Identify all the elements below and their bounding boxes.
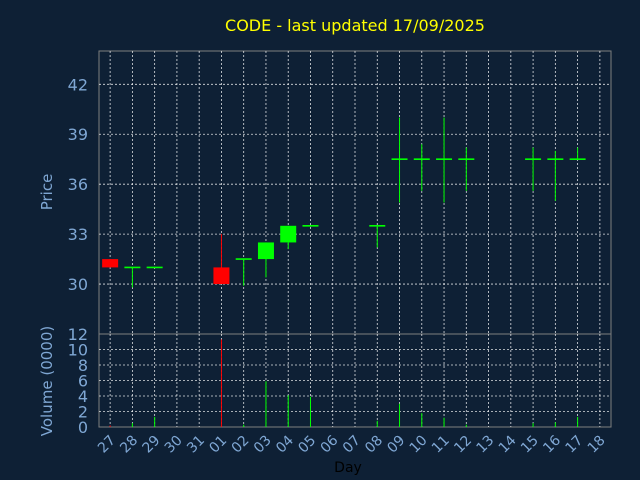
chart-title: CODE - last updated 17/09/2025 [225, 16, 485, 35]
x-tick-label: 09 [384, 433, 408, 457]
x-tick-label: 07 [340, 433, 364, 457]
price-y-tick-label: 33 [68, 225, 88, 244]
x-ticks: 2728293031010203040506070809101112131415… [95, 432, 609, 456]
volume-grid [99, 334, 611, 427]
price-y-tick-label: 30 [68, 275, 88, 294]
x-tick-label: 14 [496, 432, 520, 456]
x-tick-label: 02 [229, 433, 253, 457]
price-y-ticks: 30 33 36 39 42 [68, 75, 88, 294]
volume-bars [109, 339, 579, 427]
volume-y-tick-label: 4 [78, 387, 88, 406]
x-tick-label: 31 [184, 433, 208, 457]
x-tick-label: 15 [518, 433, 542, 457]
candle-body [257, 242, 274, 260]
price-y-tick-label: 39 [68, 125, 88, 144]
x-tick-label: 12 [451, 433, 475, 457]
x-tick-label: 16 [540, 432, 564, 456]
x-tick-label: 30 [162, 433, 186, 457]
x-tick-label: 01 [206, 433, 230, 457]
candle-body [102, 259, 119, 268]
x-tick-label: 03 [251, 433, 275, 457]
candle-body [213, 267, 230, 285]
candle-body [280, 225, 297, 243]
x-tick-label: 13 [473, 433, 497, 457]
candles [102, 117, 586, 288]
x-tick-label: 06 [318, 432, 342, 456]
volume-axis-label: Volume (0000) [38, 326, 56, 436]
x-axis-label: Day [334, 460, 362, 476]
x-tick-label: 28 [117, 433, 141, 457]
volume-y-tick-label: 12 [68, 325, 88, 344]
volume-y-tick-label: 0 [78, 418, 88, 437]
price-y-tick-label: 36 [68, 175, 88, 194]
volume-y-tick-label: 8 [78, 356, 88, 375]
x-tick-label: 27 [95, 433, 119, 457]
x-tick-label: 08 [362, 433, 386, 457]
price-grid [99, 51, 611, 334]
volume-y-tick-label: 6 [78, 372, 88, 391]
x-tick-label: 11 [429, 433, 453, 457]
volume-y-tick-label: 2 [78, 403, 88, 422]
x-tick-label: 10 [407, 433, 431, 457]
volume-y-tick-label: 10 [68, 341, 88, 360]
price-y-tick-label: 42 [68, 75, 88, 94]
x-tick-label: 18 [585, 433, 609, 457]
x-tick-label: 04 [273, 432, 297, 456]
x-tick-label: 05 [295, 433, 319, 457]
price-axis-label: Price [38, 174, 56, 211]
x-tick-label: 29 [140, 433, 164, 457]
x-tick-label: 17 [563, 433, 587, 457]
